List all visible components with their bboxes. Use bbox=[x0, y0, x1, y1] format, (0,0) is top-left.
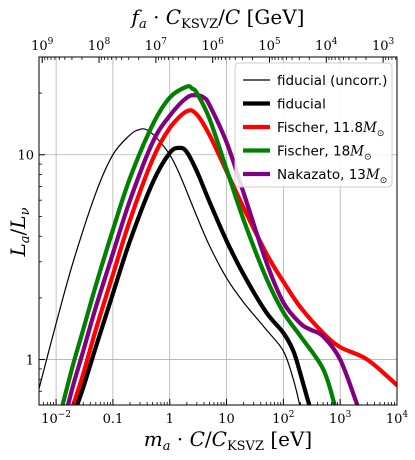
x-tick-label: 1 bbox=[166, 412, 174, 427]
legend-label: Fischer, 18M⊙ bbox=[277, 144, 372, 163]
top-axis-label: fa · CKSVZ/C [GeV] bbox=[130, 5, 305, 32]
axis-ticks: 10−2 0.1 1 10 102 103 104 109 108 107 106 105 104 103… bbox=[17, 37, 408, 427]
top-tick-label: 105 bbox=[258, 37, 281, 54]
top-tick-label: 106 bbox=[202, 37, 225, 54]
top-tick-label: 104 bbox=[315, 37, 338, 54]
legend-label: Nakazato, 13M⊙ bbox=[277, 167, 387, 186]
legend-box bbox=[234, 62, 393, 188]
top-tick-label: 108 bbox=[88, 37, 111, 54]
top-tick-label: 103 bbox=[372, 37, 395, 54]
x-axis-label: ma · C/CKSVZ [eV] bbox=[144, 427, 312, 454]
x-tick-label: 10 bbox=[218, 412, 235, 427]
series-line-nakazato-13m bbox=[65, 93, 360, 405]
legend: fiducial (uncorr.) fiducial Fischer, 11.8M… bbox=[234, 62, 393, 188]
top-tick-label: 107 bbox=[145, 37, 168, 54]
x-tick-label: 10−2 bbox=[41, 410, 71, 427]
legend-label: Fischer, 11.8M⊙ bbox=[277, 120, 384, 139]
x-tick-label: 102 bbox=[272, 410, 294, 427]
series-line-fiducial bbox=[74, 145, 312, 405]
series-line-fischer-18m bbox=[60, 84, 337, 405]
y-tick-label: 1 bbox=[26, 354, 34, 369]
legend-label: fiducial (uncorr.) bbox=[277, 73, 387, 89]
series-line-fischer-11-8m bbox=[71, 108, 397, 405]
series-layer bbox=[39, 84, 397, 405]
y-axis-label: La/Lν bbox=[6, 207, 33, 257]
x-tick-label: 103 bbox=[329, 410, 352, 427]
x-tick-label: 0.1 bbox=[103, 412, 124, 427]
legend-label: fiducial bbox=[277, 97, 326, 113]
x-tick-label: 104 bbox=[386, 410, 409, 427]
top-tick-label: 109 bbox=[31, 37, 54, 54]
y-tick-label: 10 bbox=[17, 149, 34, 164]
